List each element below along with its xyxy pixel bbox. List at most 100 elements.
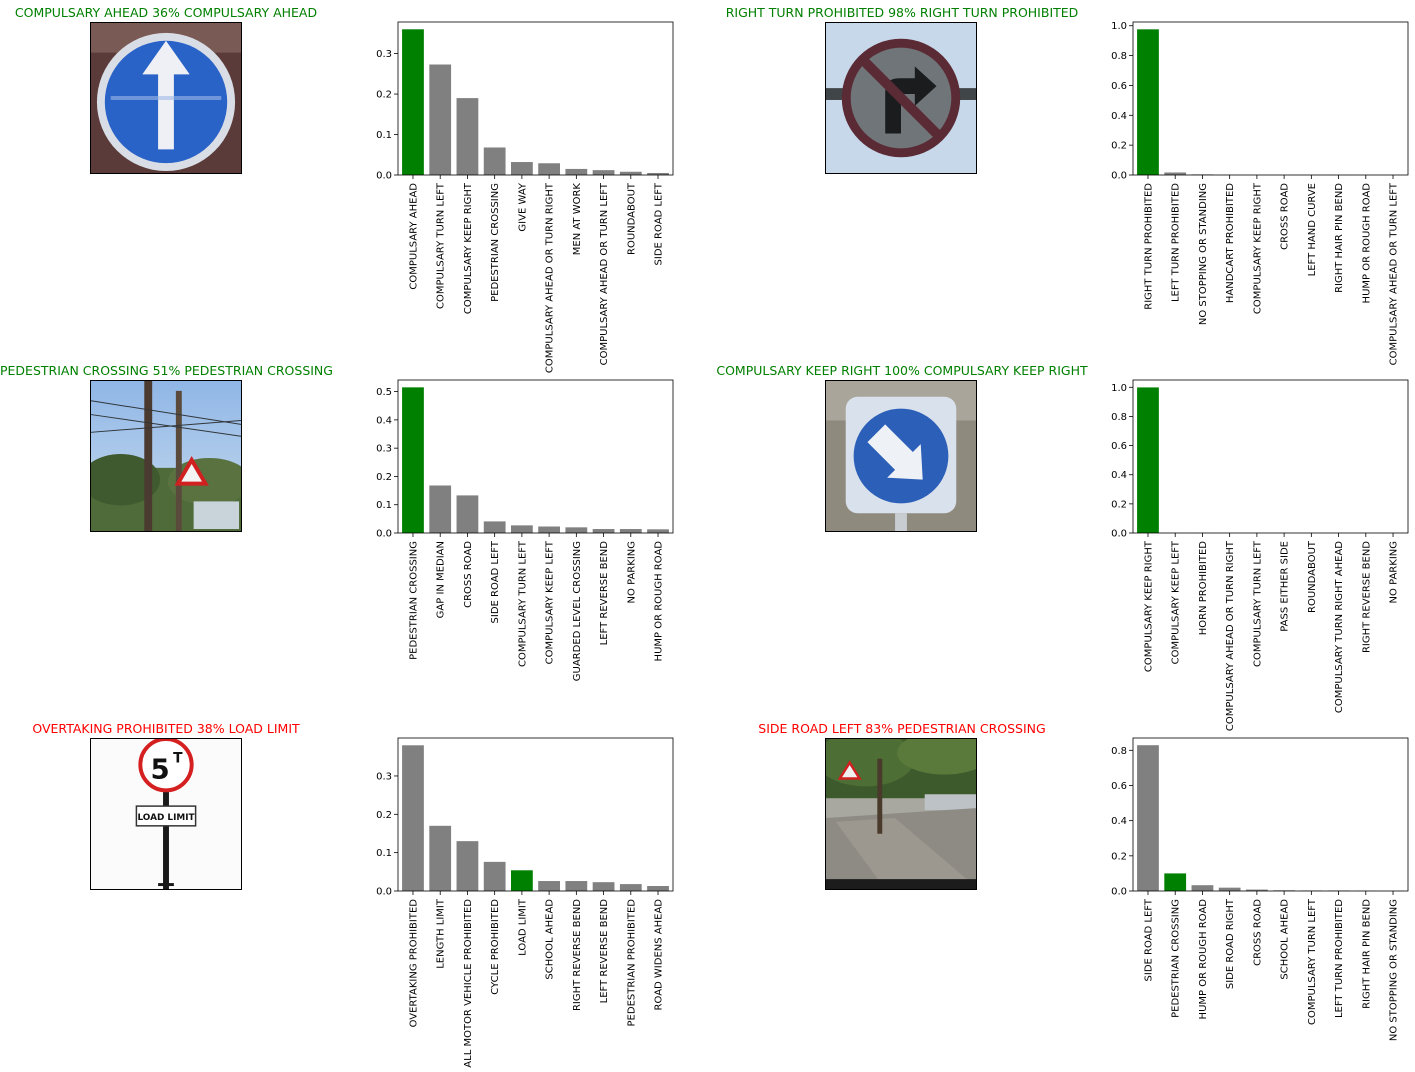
y-tick-label: 0.1 [376, 500, 392, 511]
bar-true-class [402, 387, 424, 533]
y-tick-label: 0.2 [376, 472, 392, 483]
x-tick-label: SIDE ROAD LEFT [1143, 898, 1154, 981]
x-tick-label: ROUNDABOUT [1307, 540, 1318, 613]
panel-title-5: OVERTAKING PROHIBITED 38% LOAD LIMIT [32, 721, 300, 736]
x-tick-label: GIVE WAY [517, 182, 528, 231]
x-tick-label: PASS EITHER SIDE [1280, 541, 1291, 632]
plot-frame [397, 737, 674, 892]
x-tick-label: COMPULSARY TURN LEFT [1252, 540, 1263, 667]
bar [456, 841, 479, 891]
x-tick-label: PEDESTRIAN CROSSING [1171, 899, 1182, 1018]
street-scene-icon [825, 738, 977, 890]
x-tick-label: CYCLE PROHIBITED [490, 899, 501, 995]
bar [619, 171, 642, 175]
x-tick-label: COMPULSARY KEEP RIGHT [463, 182, 474, 314]
bar [1218, 887, 1241, 891]
plot-frame [1132, 737, 1409, 892]
pedestrian-crossing-scene-icon [90, 380, 242, 532]
x-tick-label: NO PARKING [1389, 541, 1400, 603]
x-tick-label: NO STOPPING OR STANDING [1389, 899, 1400, 1041]
x-tick-label: PEDESTRIAN CROSSING [490, 183, 501, 302]
x-tick-label: COMPULSARY KEEP RIGHT [1252, 182, 1263, 314]
bar [647, 529, 669, 533]
y-tick-label: 0.4 [1111, 816, 1127, 827]
x-tick-label: NO STOPPING OR STANDING [1198, 183, 1209, 325]
bar [429, 64, 452, 175]
x-tick-label: RIGHT REVERSE BEND [1361, 541, 1372, 653]
x-tick-label: COMPULSARY TURN RIGHT AHEAD [1334, 541, 1345, 713]
compulsary-ahead-sign-icon [90, 22, 242, 174]
y-tick-label: 0.6 [1111, 81, 1127, 92]
x-tick-label: ALL MOTOR VEHICLE PROHIBITED [463, 899, 474, 1068]
y-tick-label: 0.6 [1111, 441, 1127, 452]
y-tick-label: 0.2 [1111, 851, 1127, 862]
x-tick-label: RIGHT TURN PROHIBITED [1143, 183, 1154, 310]
x-tick-label: HUMP OR ROUGH ROAD [654, 541, 665, 662]
right-turn-prohibited-sign-icon [825, 22, 977, 174]
bar [647, 886, 669, 891]
bar [1164, 172, 1187, 175]
panel-title-2: RIGHT TURN PROHIBITED 98% RIGHT TURN PRO… [725, 5, 1079, 20]
bar [1191, 885, 1214, 891]
y-tick-label: 0.0 [1111, 171, 1127, 182]
x-tick-label: COMPULSARY KEEP RIGHT [1143, 540, 1154, 672]
bar-true-class [1137, 29, 1159, 176]
y-tick-label: 0.0 [376, 171, 392, 182]
bar [619, 884, 642, 891]
y-tick-label: 0.3 [376, 444, 392, 455]
x-tick-label: COMPULSARY TURN LEFT [1307, 898, 1318, 1025]
bar [538, 526, 560, 533]
bar [483, 147, 506, 175]
x-tick-label: RIGHT REVERSE BEND [572, 899, 583, 1011]
x-tick-label: LEFT REVERSE BEND [599, 541, 610, 646]
x-tick-label: GAP IN MEDIAN [436, 541, 447, 618]
plot-frame [1132, 379, 1409, 534]
y-tick-label: 0.5 [376, 387, 392, 398]
x-tick-label: HUMP OR ROUGH ROAD [1361, 183, 1372, 304]
x-tick-label: COMPULSARY AHEAD OR TURN RIGHT [1225, 540, 1236, 731]
x-tick-label: OVERTAKING PROHIBITED [408, 899, 419, 1028]
bar [511, 162, 533, 175]
y-tick-label: 0.2 [1111, 499, 1127, 510]
sign-sup-text: T [173, 751, 183, 767]
plot-frame [397, 21, 674, 176]
bar-true-class [1137, 387, 1159, 533]
bar-true-class [402, 29, 424, 175]
y-tick-label: 0.1 [376, 130, 392, 141]
plot-frame [397, 379, 674, 534]
x-tick-label: CROSS ROAD [1252, 899, 1263, 966]
x-tick-label: ROUNDABOUT [626, 182, 637, 255]
bar [538, 881, 560, 891]
x-tick-label: LEFT TURN PROHIBITED [1171, 183, 1182, 302]
x-tick-label: SCHOOL AHEAD [545, 899, 556, 980]
y-tick-label: 0.4 [1111, 470, 1127, 481]
bar [511, 525, 533, 533]
x-tick-label: SCHOOL AHEAD [1280, 899, 1291, 980]
x-tick-label: RIGHT HAIR PIN BEND [1334, 183, 1345, 293]
panel-title-6: SIDE ROAD LEFT 83% PEDESTRIAN CROSSING [758, 721, 1046, 736]
y-tick-label: 0.0 [1111, 529, 1127, 540]
y-tick-label: 0.4 [1111, 111, 1127, 122]
bar [456, 495, 479, 533]
bar-true-class [511, 870, 533, 891]
x-tick-label: SIDE ROAD RIGHT [1225, 898, 1236, 989]
y-tick-label: 0.1 [376, 848, 392, 859]
x-tick-label: ROAD WIDENS AHEAD [654, 899, 665, 1011]
x-tick-label: LEFT REVERSE BEND [599, 899, 610, 1004]
x-tick-label: HUMP OR ROUGH ROAD [1198, 899, 1209, 1020]
bar [1137, 745, 1159, 891]
y-tick-label: 0.3 [376, 49, 392, 60]
x-tick-label: SIDE ROAD LEFT [490, 540, 501, 623]
x-tick-label: PEDESTRIAN PROHIBITED [626, 899, 637, 1027]
y-tick-label: 1.0 [1111, 383, 1127, 394]
x-tick-label: LEFT HAND CURVE [1307, 183, 1318, 276]
plate-text: LOAD LIMIT [137, 813, 194, 823]
x-tick-label: PEDESTRIAN CROSSING [408, 541, 419, 660]
x-tick-label: HORN PROHIBITED [1198, 541, 1209, 636]
load-limit-sign-icon: 5 T LOAD LIMIT [90, 738, 242, 890]
bar [483, 861, 506, 891]
x-tick-label: MEN AT WORK [572, 183, 583, 256]
